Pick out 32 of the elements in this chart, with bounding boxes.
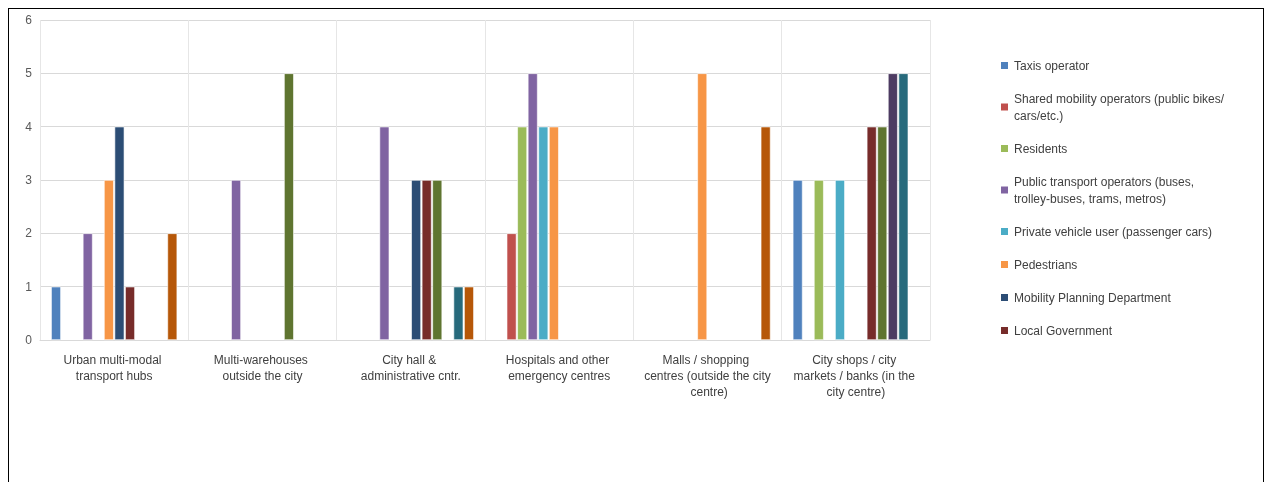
bar — [82, 233, 93, 340]
bar — [760, 126, 771, 340]
y-tick-label: 6 — [25, 13, 33, 27]
legend-label: Taxis operator — [1014, 58, 1090, 73]
bar — [835, 180, 845, 340]
y-tick-label: 2 — [25, 226, 33, 241]
y-tick-label: 4 — [25, 119, 33, 134]
bar — [167, 233, 178, 340]
y-tick-label: 5 — [25, 66, 33, 81]
x-tick-label: Urban multi-modal transport hubs — [63, 353, 165, 383]
y-tick-label: 0 — [25, 333, 33, 347]
bar — [231, 180, 241, 340]
x-tick-label: Hospitals and other emergency centres — [505, 353, 613, 383]
legend-label: Public transport operators (buses, trolley-buses, trams, metros) — [1014, 174, 1198, 206]
legend-label: Pedestrians — [1014, 257, 1078, 272]
x-tick-label: Multi-warehouses outside the city — [213, 353, 312, 383]
y-tick-label: 1 — [25, 279, 33, 294]
bar — [813, 180, 824, 340]
y-tick-label: 3 — [25, 173, 33, 187]
bar — [51, 286, 61, 340]
bar — [379, 126, 390, 340]
legend-label: Private vehicle user (passenger cars) — [1014, 224, 1213, 239]
x-tick-label: City shops / city markets / banks (in the city centre) — [793, 353, 919, 399]
legend-label: Residents — [1014, 141, 1068, 156]
bar — [284, 73, 294, 340]
x-tick-label: City hall & administrative cntr. — [360, 353, 461, 383]
legend-label: Shared mobility operators (public bikes/cars/etc.) — [1014, 91, 1225, 123]
legend-label: Mobility Planning Department — [1014, 290, 1172, 305]
x-tick-label: Malls / shopping centres (outside the city centre) — [644, 353, 771, 399]
bar — [697, 73, 708, 340]
legend-label: Local Government — [1014, 323, 1113, 338]
bar — [792, 180, 803, 340]
